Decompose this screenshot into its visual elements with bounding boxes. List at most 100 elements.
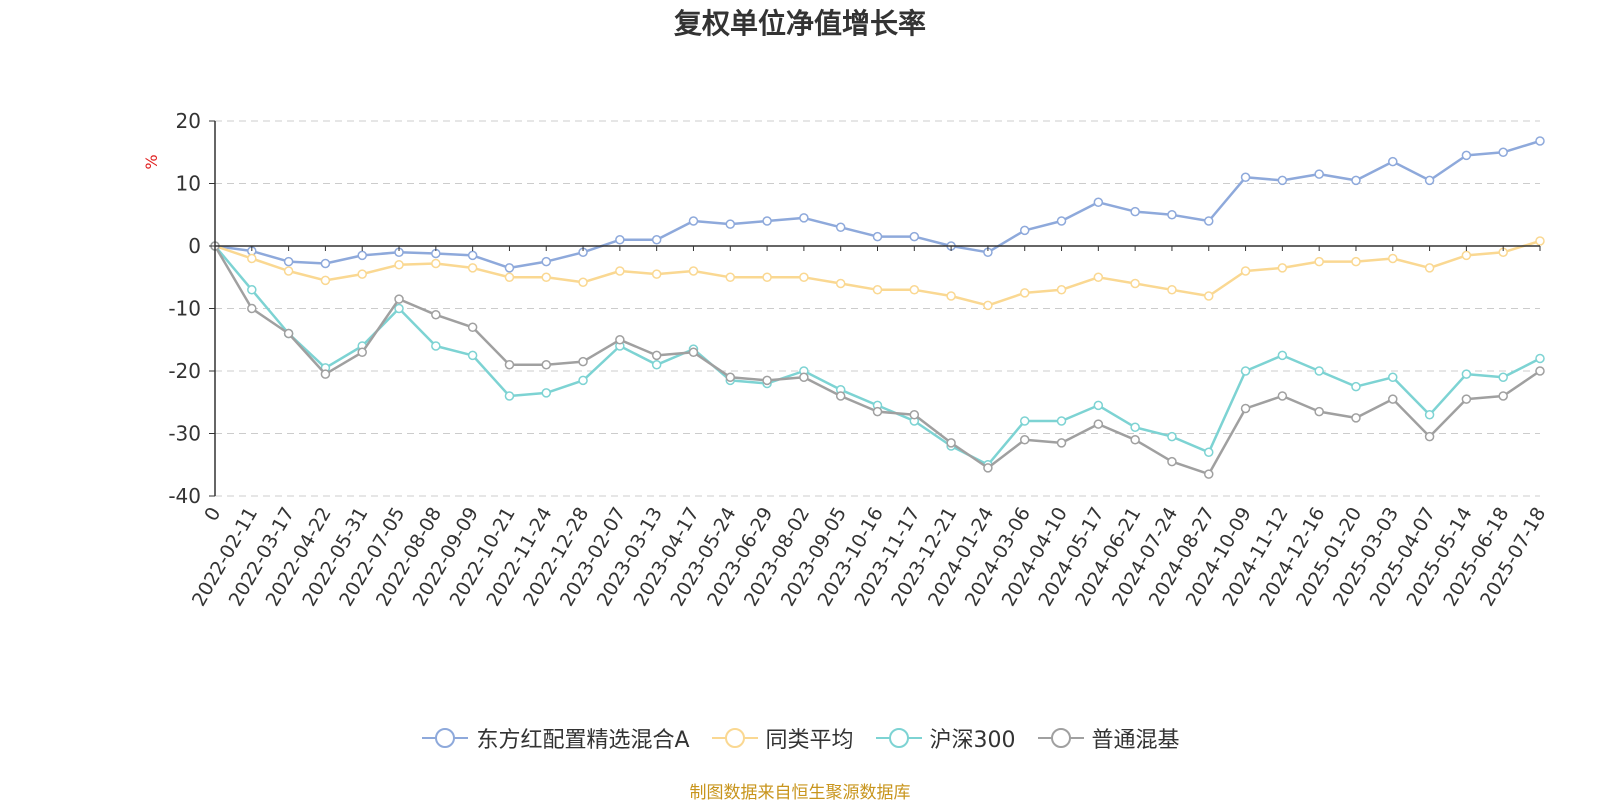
data-point <box>651 350 662 361</box>
data-point <box>1314 256 1324 267</box>
data-point <box>909 285 920 295</box>
y-tick-label: -30 <box>168 422 201 446</box>
data-point <box>467 350 478 361</box>
data-point <box>394 294 404 304</box>
data-point <box>1424 431 1435 442</box>
legend-label: 同类平均 <box>765 728 854 753</box>
data-point <box>320 258 331 269</box>
legend-symbol <box>422 728 469 748</box>
data-point <box>504 263 515 273</box>
data-point <box>1351 413 1361 423</box>
data-point <box>357 269 367 279</box>
data-point <box>1019 288 1030 298</box>
data-point <box>320 369 331 379</box>
data-point <box>1424 175 1435 186</box>
data-point <box>872 406 883 417</box>
data-point <box>1093 197 1104 207</box>
data-point <box>1167 431 1177 442</box>
data-point <box>247 285 257 295</box>
data-point <box>247 253 257 264</box>
data-point <box>320 275 331 286</box>
data-point <box>1277 391 1288 401</box>
data-point <box>1056 285 1067 295</box>
data-point <box>1351 381 1361 392</box>
data-point <box>1019 225 1030 236</box>
data-point <box>872 231 883 242</box>
data-point <box>1093 419 1104 429</box>
data-point <box>762 216 772 226</box>
data-point <box>762 375 772 386</box>
series-line-3 <box>214 245 1541 467</box>
data-point <box>615 335 625 345</box>
data-point <box>615 266 625 276</box>
data-point <box>651 269 662 279</box>
data-point <box>688 216 699 226</box>
data-point <box>1093 400 1104 411</box>
data-point <box>1167 456 1177 467</box>
data-point <box>983 300 993 311</box>
data-point <box>1498 372 1508 382</box>
data-point <box>1204 447 1214 457</box>
legend-item-1[interactable]: 东方红配置精选混合A <box>420 722 690 754</box>
axis-layer: -40-30-20-100102002022-02-112022-03-1720… <box>168 109 1550 610</box>
data-point <box>1388 394 1398 404</box>
data-point <box>1424 263 1435 273</box>
data-point <box>1535 353 1545 364</box>
data-point <box>283 266 294 276</box>
data-point <box>1204 216 1214 226</box>
data-point <box>1019 435 1030 445</box>
legend: 东方红配置精选混合A 同类平均 沪深300 普通混基 <box>0 720 1600 756</box>
data-point <box>1056 416 1067 426</box>
data-point <box>578 356 588 367</box>
data-point <box>431 341 441 351</box>
data-point <box>1240 172 1251 182</box>
y-tick-label: -10 <box>168 297 201 321</box>
data-point <box>1167 210 1177 220</box>
legend-symbol <box>1037 728 1084 748</box>
legend-item-4[interactable]: 普通混基 <box>1036 722 1180 754</box>
data-point <box>1204 291 1214 301</box>
data-point <box>725 272 736 282</box>
data-point <box>541 360 551 370</box>
y-tick-label: 0 <box>188 234 201 258</box>
data-point <box>799 213 809 223</box>
line-chart: % -40-30-20-100102002022-02-112022-03-17… <box>142 109 1550 610</box>
y-tick-label: -20 <box>168 359 201 383</box>
data-point <box>1498 147 1508 157</box>
data-point <box>909 410 920 420</box>
y-tick-label: 20 <box>176 109 201 133</box>
data-point <box>467 250 478 261</box>
data-point <box>1388 253 1398 264</box>
data-point <box>1277 263 1288 273</box>
data-point <box>1130 206 1140 217</box>
data-point <box>1130 278 1140 289</box>
data-point <box>1351 256 1361 267</box>
data-point <box>1056 216 1067 226</box>
data-point <box>541 272 551 282</box>
legend-label: 普通混基 <box>1091 728 1180 753</box>
data-point <box>283 256 294 267</box>
data-point <box>431 258 441 269</box>
chart-title: 复权单位净值增长率 <box>673 7 926 40</box>
legend-item-2[interactable]: 同类平均 <box>710 722 854 754</box>
data-point <box>467 322 478 332</box>
data-point <box>541 256 551 267</box>
y-tick-label: -40 <box>168 484 201 508</box>
data-point <box>394 260 404 270</box>
legend-item-3[interactable]: 沪深300 <box>874 722 1016 754</box>
data-point <box>872 285 883 295</box>
data-point <box>1535 136 1545 146</box>
data-point <box>1461 369 1472 379</box>
data-point <box>725 219 736 229</box>
data-point <box>946 438 956 448</box>
data-point <box>799 372 809 382</box>
data-point <box>431 310 441 320</box>
data-point <box>1130 422 1140 432</box>
series-line-4 <box>213 245 1541 476</box>
y-axis-label: % <box>142 154 161 169</box>
data-point <box>1093 272 1104 282</box>
data-point <box>651 235 662 245</box>
legend-label: 东方红配置精选混合A <box>476 728 690 753</box>
data-point <box>1204 469 1214 479</box>
data-point <box>1019 416 1030 426</box>
